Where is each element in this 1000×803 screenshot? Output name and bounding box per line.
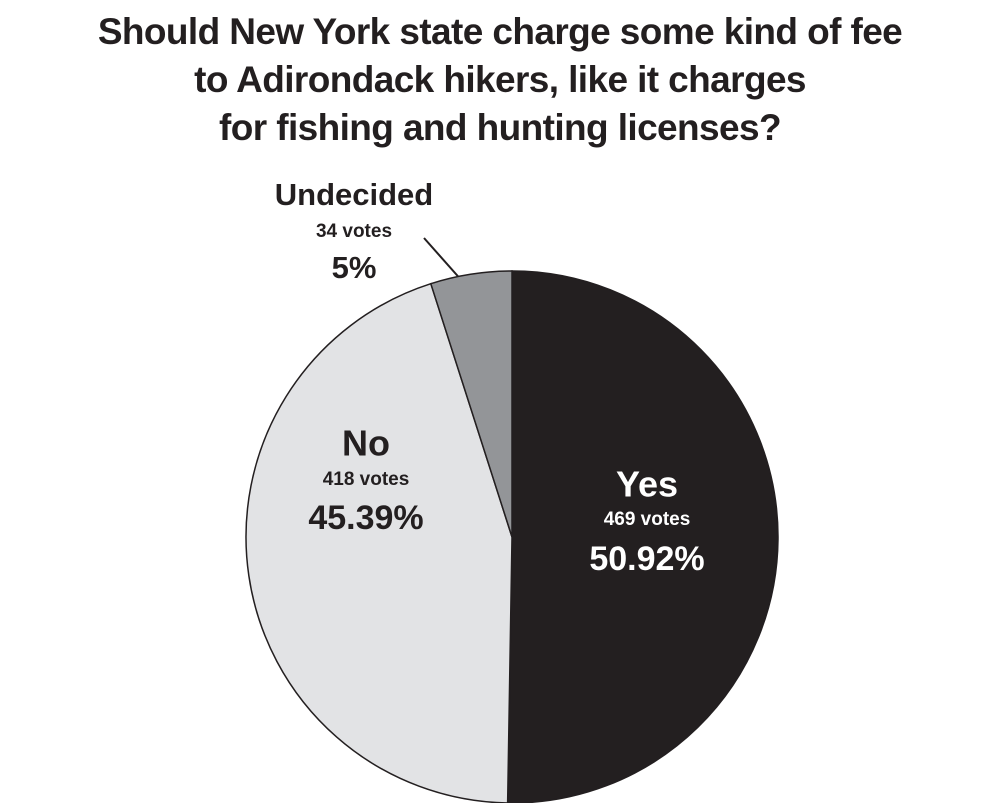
chart-title: Should New York state charge some kind o…	[97, 11, 903, 148]
slice-label: Undecided	[275, 177, 433, 212]
value-label: 5%	[332, 250, 377, 285]
vote-label: 34 votes	[316, 221, 392, 242]
pie-slice	[506, 270, 779, 803]
slice-label: No	[342, 423, 390, 464]
value-label: 50.92%	[589, 540, 704, 578]
slice-label: Yes	[616, 464, 678, 505]
vote-label: 469 votes	[604, 509, 691, 530]
value-label: 45.39%	[308, 499, 423, 537]
pie-slice	[429, 270, 513, 538]
pie-slice	[245, 282, 513, 803]
vote-label: 418 votes	[323, 469, 410, 490]
